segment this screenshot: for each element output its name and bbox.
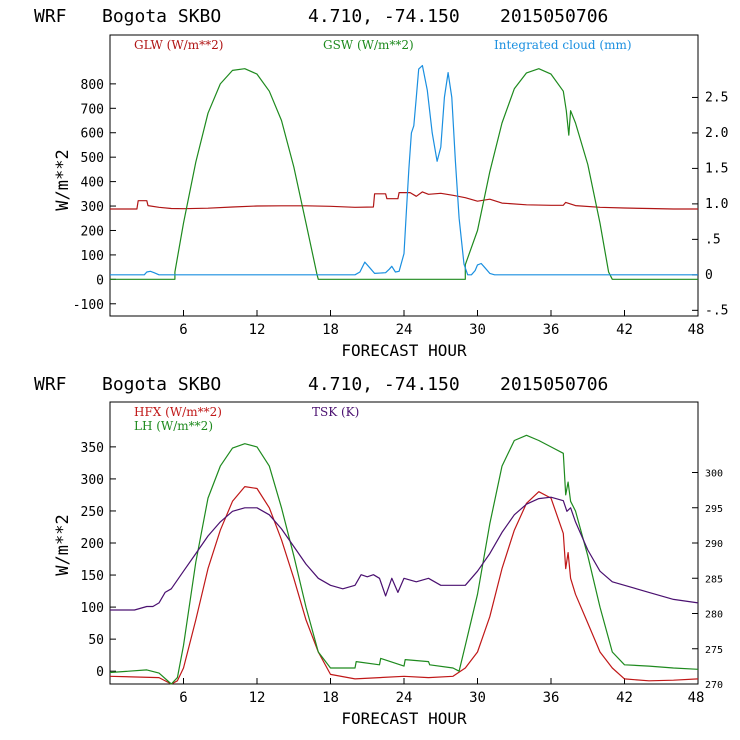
panel-title-station: Bogota SKBO [102,374,221,395]
x-tick-label: 36 [543,690,560,706]
y-tick-label: 200 [81,537,104,552]
y2-tick-label: 270 [705,680,723,691]
panel-title-station: Bogota SKBO [102,6,221,27]
y-tick-label: 600 [81,127,104,142]
x-tick-label: 12 [249,322,266,338]
legend-gsw: GSW (W/m**2) [323,38,414,52]
y2-tick-label: 285 [705,574,723,585]
y-axis-label: W/m**2 [53,149,73,210]
y2-tick-label: 300 [705,469,723,480]
surface-flux-panel: WRF Bogota SKBO 4.710, -74.150 201505070… [34,374,723,728]
x-tick-label: 18 [322,690,339,706]
panel-title-coords: 4.710, -74.150 [308,6,460,27]
x-axis: 6 12 18 24 30 36 42 48 [179,310,704,338]
y-tick-label: 800 [81,78,104,93]
y-tick-label: 0 [96,665,104,680]
x-axis: 6 12 18 24 30 36 42 48 [179,678,704,706]
legend-cloud: Integrated cloud (mm) [494,38,632,52]
y2-tick-label: 2.0 [705,126,728,141]
x-tick-label: 30 [469,322,486,338]
panel-title-init: 2015050706 [500,374,608,395]
x-tick-label: 48 [688,322,705,338]
series-line-hfx [109,486,699,685]
series-line-tsk [110,496,699,611]
y2-tick-label: .5 [705,232,721,247]
y-axis-label: W/m**2 [53,514,73,575]
y2-tick-label: 0 [705,268,713,283]
y2-tick-label: 275 [705,645,723,656]
radiation-cloud-panel: WRF Bogota SKBO 4.710, -74.150 201505070… [34,6,728,360]
y-tick-label: 150 [81,569,104,584]
y2-tick-label: -.5 [705,303,728,318]
panel-title-init: 2015050706 [500,6,608,27]
series-line-lh [109,434,699,685]
x-axis-label: FORECAST HOUR [341,709,467,728]
x-tick-label: 6 [179,322,187,338]
y-tick-label: 350 [81,441,104,456]
x-tick-label: 42 [616,322,633,338]
y-tick-label: 200 [81,224,104,239]
y2-tick-label: 280 [705,610,723,621]
panel-title-model: WRF [34,374,67,395]
x-tick-label: 36 [543,322,560,338]
y-tick-label: 500 [81,151,104,166]
series-line-gsw [110,68,698,280]
series-line-integrated [110,64,698,276]
y2-tick-label: 295 [705,504,723,515]
y-tick-label: 400 [81,176,104,191]
y-axis-right: -.5 0 .5 1.0 1.5 2.0 2.5 [692,90,728,318]
legend-glw: GLW (W/m**2) [134,38,223,52]
series-line-glw [110,191,698,210]
y2-tick-label: 290 [705,539,723,550]
y-tick-label: 700 [81,102,104,117]
y2-tick-label: 1.5 [705,161,728,176]
x-tick-label: 6 [179,690,187,706]
y-tick-label: 100 [81,601,104,616]
y-tick-label: 250 [81,505,104,520]
y-axis-left: 0 50 100 150 200 250 300 350 [81,441,116,680]
panel-title-model: WRF [34,6,67,27]
y2-tick-label: 2.5 [705,90,728,105]
y-tick-label: 50 [88,633,104,648]
y-tick-label: -100 [73,298,104,313]
series-layer [109,434,699,685]
y-tick-label: 100 [81,249,104,264]
x-tick-label: 30 [469,690,486,706]
y2-tick-label: 1.0 [705,197,728,212]
y-axis-right: 270 275 280 285 290 295 300 [692,469,723,691]
legend-hfx: HFX (W/m**2) [134,405,222,419]
x-tick-label: 24 [396,690,413,706]
panel-title-coords: 4.710, -74.150 [308,374,460,395]
x-tick-label: 24 [396,322,413,338]
x-tick-label: 48 [688,690,705,706]
x-tick-label: 42 [616,690,633,706]
series-layer [110,64,698,280]
y-tick-label: 300 [81,200,104,215]
x-tick-label: 12 [249,690,266,706]
x-tick-label: 18 [322,322,339,338]
y-tick-label: 0 [96,273,104,288]
legend-tsk: TSK (K) [312,405,359,419]
y-tick-label: 300 [81,473,104,488]
legend-lh: LH (W/m**2) [134,419,213,433]
x-axis-label: FORECAST HOUR [341,341,467,360]
